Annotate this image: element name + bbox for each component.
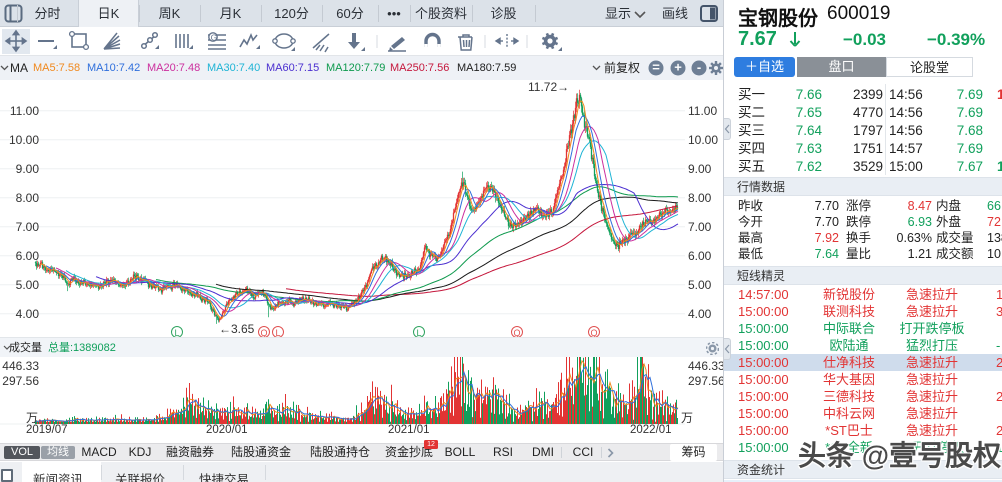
svg-text:G: G <box>211 32 218 42</box>
svg-text:-: - <box>697 60 701 75</box>
svg-text:=: = <box>652 60 660 75</box>
svg-text:+: + <box>674 60 682 75</box>
